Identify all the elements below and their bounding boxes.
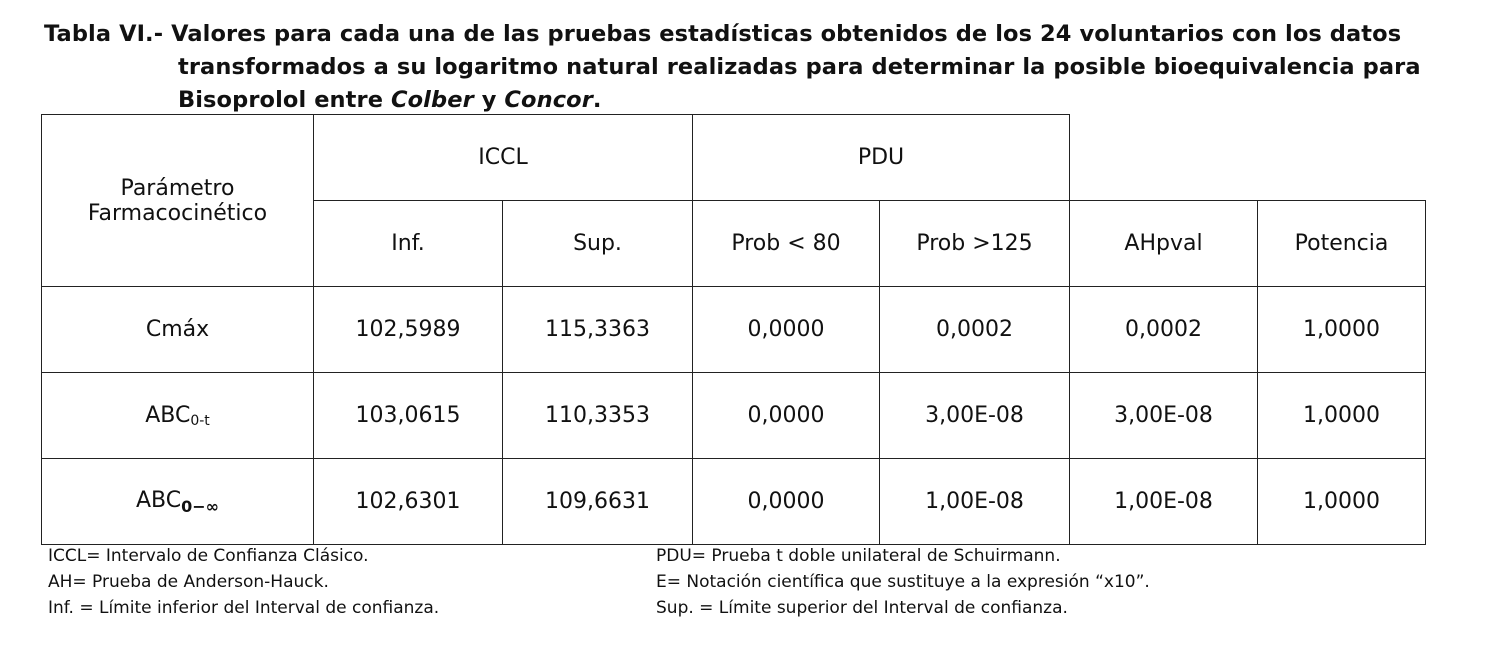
- column-header-inf: Inf.: [313, 200, 503, 287]
- footnote-pdu: PDU= Prueba t doble unilateral de Schuir…: [656, 546, 1061, 566]
- table-cell: 102,6301: [313, 458, 503, 545]
- param-name: ABC: [136, 487, 182, 513]
- row-param-abc-0-inf: ABC0−∞: [41, 458, 314, 545]
- table-cell: 1,0000: [1257, 458, 1426, 545]
- statistics-table: Parámetro Farmacocinético ICCL PDU Inf. …: [41, 114, 1426, 545]
- table-cell: 103,0615: [313, 372, 503, 459]
- param-header-line-2: Farmacocinético: [87, 200, 268, 226]
- footnote-inf: Inf. = Límite inferior del Interval de c…: [48, 598, 440, 618]
- caption-text-1: Valores para cada una de las pruebas est…: [171, 21, 1402, 47]
- table-cell: 110,3353: [502, 372, 693, 459]
- header-row-groups: Parámetro Farmacocinético ICCL PDU: [41, 114, 1426, 287]
- param-header: Parámetro Farmacocinético: [41, 114, 314, 287]
- table-cell: 0,0000: [692, 372, 880, 459]
- group-header-pdu: PDU: [692, 114, 1070, 201]
- brand-concor: Concor: [504, 87, 593, 113]
- row-param-cmax: Cmáx: [41, 286, 314, 373]
- group-header-iccl: ICCL: [313, 114, 693, 201]
- caption-period: .: [592, 87, 602, 113]
- table-cell: 102,5989: [313, 286, 503, 373]
- param-name: ABC: [145, 402, 191, 428]
- param-header-line-1: Parámetro: [120, 175, 235, 201]
- param-name: Cmáx: [145, 317, 210, 342]
- caption-line-3: Bisoprolol entre Colber y Concor.: [44, 84, 1444, 117]
- caption-conjunction: y: [473, 87, 505, 113]
- column-header-ahpval: AHpval: [1069, 200, 1258, 287]
- table-cell: 3,00E-08: [879, 372, 1070, 459]
- footnote-ah: AH= Prueba de Anderson-Hauck.: [48, 572, 329, 592]
- table-caption: Tabla VI.- Valores para cada una de las …: [44, 18, 1444, 117]
- table-cell: 0,0000: [692, 286, 880, 373]
- table-cell: 1,00E-08: [879, 458, 1070, 545]
- table-cell: 1,0000: [1257, 286, 1426, 373]
- table-cell: 0,0002: [879, 286, 1070, 373]
- table-cell: 0,0000: [692, 458, 880, 545]
- caption-line-1: Tabla VI.- Valores para cada una de las …: [44, 18, 1444, 51]
- caption-line-2: transformados a su logaritmo natural rea…: [178, 54, 1421, 80]
- footnotes-right: PDU= Prueba t doble unilateral de Schuir…: [656, 543, 1150, 621]
- table-cell: 1,0000: [1257, 372, 1426, 459]
- footnote-iccl: ICCL= Intervalo de Confianza Clásico.: [48, 546, 369, 566]
- table-cell: 3,00E-08: [1069, 372, 1258, 459]
- table-row: ABC0−∞ 102,6301 109,6631 0,0000 1,00E-08…: [41, 458, 1426, 545]
- table-row: ABC0-t 103,0615 110,3353 0,0000 3,00E-08…: [41, 372, 1426, 459]
- table-cell: 0,0002: [1069, 286, 1258, 373]
- param-subscript: 0−∞: [181, 496, 219, 516]
- table-cell: 115,3363: [502, 286, 693, 373]
- column-header-sup: Sup.: [502, 200, 693, 287]
- brand-colber: Colber: [391, 87, 474, 113]
- footnote-sup: Sup. = Límite superior del Interval de c…: [656, 598, 1068, 618]
- param-subscript: 0-t: [190, 412, 210, 429]
- caption-text-3: Bisoprolol entre: [178, 87, 392, 113]
- column-header-prob-125: Prob >125: [879, 200, 1070, 287]
- caption-label: Tabla VI.-: [44, 21, 164, 47]
- table-cell: 1,00E-08: [1069, 458, 1258, 545]
- header-empty-cell: [1070, 115, 1426, 201]
- column-header-prob-80: Prob < 80: [692, 200, 880, 287]
- column-header-potencia: Potencia: [1257, 200, 1426, 287]
- table-cell: 109,6631: [502, 458, 693, 545]
- table-row: Cmáx 102,5989 115,3363 0,0000 0,0002 0,0…: [41, 286, 1426, 373]
- footnotes-left: ICCL= Intervalo de Confianza Clásico. AH…: [48, 543, 439, 621]
- row-param-abc-0-t: ABC0-t: [41, 372, 314, 459]
- footnote-e: E= Notación científica que sustituye a l…: [656, 572, 1150, 592]
